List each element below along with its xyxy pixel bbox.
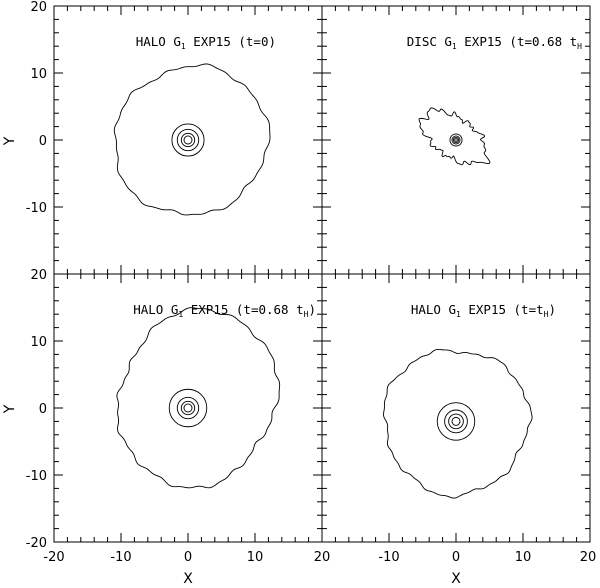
- x-axis-label-left: X: [183, 571, 193, 587]
- inner-contour: [183, 403, 193, 413]
- y-axis-label-top: Y: [2, 136, 18, 146]
- inner-contour: [451, 416, 461, 426]
- panel-title: HALO G1 EXP15 (t=tH): [411, 302, 556, 319]
- contour-group: [383, 348, 533, 499]
- y-tick-label: -10: [26, 469, 47, 484]
- inner-contour: [449, 133, 463, 147]
- panel-top-right: DISC G1 EXP15 (t=0.68 tH: [321, 5, 591, 275]
- x-tick-label: 20: [314, 550, 331, 565]
- y-tick-label: -10: [26, 201, 47, 216]
- inner-contour: [176, 396, 200, 420]
- outer-contour: [383, 348, 533, 499]
- inner-contour: [436, 402, 476, 441]
- x-tick-label: 0: [184, 550, 192, 565]
- x-tick-label: 10: [515, 550, 532, 565]
- inner-contour: [454, 138, 458, 142]
- panel-title: HALO G1 EXP15 (t=0): [136, 34, 276, 51]
- x-tick-label: 10: [247, 550, 264, 565]
- inner-contour: [448, 413, 464, 430]
- x-tick-label: 20: [580, 550, 597, 565]
- x-tick-label: -10: [378, 550, 399, 565]
- outer-contour: [418, 107, 491, 166]
- panel-title: DISC G1 EXP15 (t=0.68 tH: [407, 34, 582, 51]
- inner-contour: [171, 123, 205, 157]
- inner-contour: [444, 409, 468, 434]
- panel-bottom-left: HALO G1 EXP15 (t=0.68 tH): [53, 273, 323, 543]
- y-tick-label: 20: [30, 268, 47, 283]
- panel-ticks: [321, 273, 591, 543]
- panel-ticks: [321, 5, 591, 275]
- outer-contour: [116, 307, 281, 489]
- x-tick-label: 0: [452, 550, 460, 565]
- inner-contour: [452, 136, 460, 144]
- panel-bottom-right: HALO G1 EXP15 (t=tH): [321, 273, 591, 543]
- panel-ticks: [53, 273, 323, 543]
- inner-contour: [183, 135, 193, 145]
- y-tick-label: -20: [26, 536, 47, 551]
- y-tick-label: 0: [39, 402, 47, 417]
- y-tick-label: 10: [30, 335, 47, 350]
- inner-contour: [168, 388, 208, 428]
- inner-contour: [176, 128, 200, 152]
- contour-group: [418, 107, 491, 166]
- y-axis-label-bottom: Y: [2, 404, 18, 414]
- inner-contour: [180, 132, 196, 148]
- outer-contour: [113, 63, 271, 216]
- inner-contour: [180, 400, 196, 416]
- x-tick-label: -20: [43, 550, 64, 565]
- y-tick-label: 0: [39, 134, 47, 149]
- inner-contour: [451, 135, 461, 145]
- contour-group: [116, 307, 281, 489]
- panel-title: HALO G1 EXP15 (t=0.68 tH): [133, 302, 316, 319]
- x-axis-label-right: X: [451, 571, 461, 587]
- x-tick-label: -10: [110, 550, 131, 565]
- panel-top-left: HALO G1 EXP15 (t=0): [53, 5, 323, 275]
- contour-group: [113, 63, 271, 216]
- y-tick-label: 20: [30, 0, 47, 15]
- y-tick-label: 10: [30, 67, 47, 82]
